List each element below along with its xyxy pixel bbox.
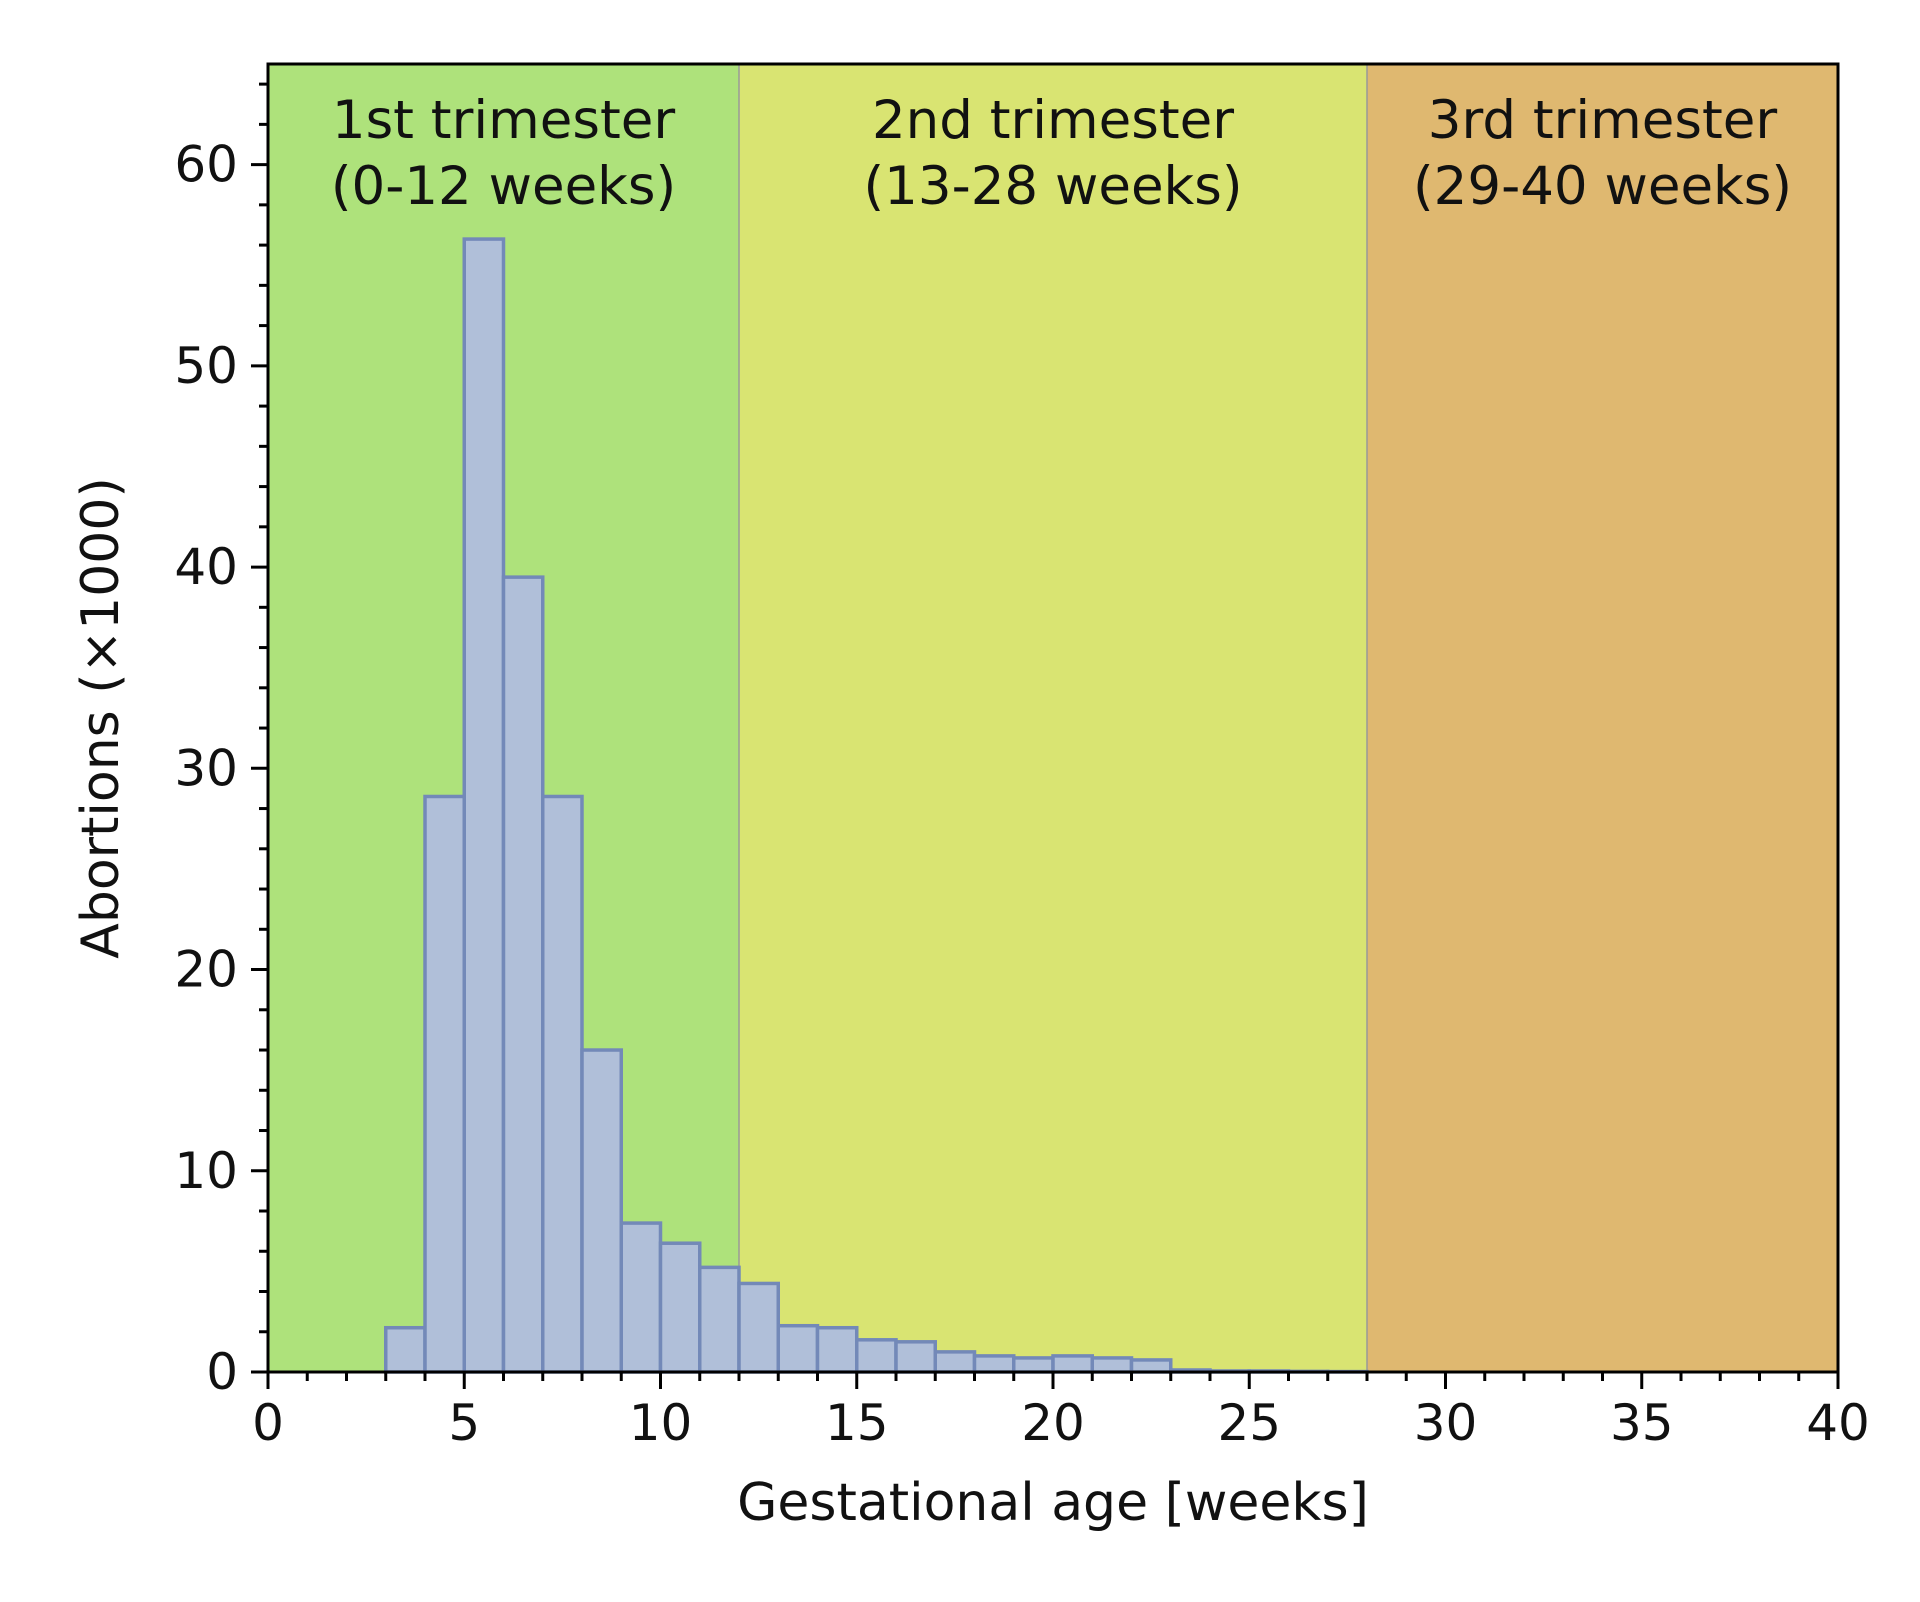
y-tick-label: 50: [174, 337, 238, 395]
x-tick-label: 30: [1414, 1394, 1478, 1452]
histogram-bar: [1051, 1354, 1094, 1374]
chart-labels: 0 5 10 15 20 25 30 35 40 0 10 20 30 40 50 60 Gestational…: [71, 90, 1870, 1533]
histogram-bar: [698, 1265, 741, 1374]
y-tick-label: 40: [174, 538, 238, 596]
histogram-bar: [619, 1221, 663, 1374]
histogram-bar: [501, 575, 545, 1374]
x-axis-label: Gestational age [weeks]: [737, 1473, 1369, 1533]
histogram-bar: [541, 794, 584, 1374]
histogram-bar: [1012, 1356, 1055, 1374]
histogram-bars: [384, 237, 1369, 1374]
x-tick-label: 10: [629, 1394, 693, 1452]
x-tick-label: 0: [252, 1394, 284, 1452]
histogram-bar: [580, 1048, 623, 1374]
histogram-bar: [855, 1338, 898, 1374]
histogram-bar: [384, 1325, 427, 1374]
y-axis-label: Abortions (×1000): [71, 477, 131, 958]
x-tick-label: 20: [1021, 1394, 1085, 1452]
histogram-bar: [933, 1350, 977, 1374]
histogram-bar: [972, 1354, 1016, 1374]
plot-frame: [266, 62, 1840, 1374]
histogram-bar: [894, 1340, 937, 1374]
region-3: [1367, 64, 1838, 1372]
x-tick-label: 5: [448, 1394, 480, 1452]
region-label: 3rd trimester: [1428, 90, 1778, 151]
region-label: 1st trimester: [332, 90, 675, 151]
histogram-bar: [1090, 1356, 1134, 1374]
histogram-bar: [423, 794, 466, 1374]
histogram-bar: [815, 1325, 859, 1374]
x-tick-label: 35: [1610, 1394, 1674, 1452]
histogram-bar: [1129, 1358, 1173, 1374]
region-2: [739, 64, 1367, 1372]
y-tick-label: 20: [174, 941, 238, 999]
y-tick-label: 30: [174, 739, 238, 797]
y-tick-label: 10: [174, 1142, 238, 1200]
y-tick-label: 60: [174, 136, 238, 194]
x-tick-label: 25: [1217, 1394, 1281, 1452]
histogram-bar: [737, 1281, 780, 1374]
x-tick-label: 15: [825, 1394, 889, 1452]
histogram-bar: [462, 237, 506, 1374]
y-tick-label: 0: [206, 1343, 238, 1401]
region-label: 2nd trimester: [872, 90, 1234, 151]
histogram-bar: [776, 1323, 820, 1374]
region-sublabel: (29-40 weeks): [1413, 156, 1792, 217]
region-sublabel: (13-28 weeks): [863, 156, 1242, 217]
histogram-bar: [658, 1241, 702, 1374]
x-tick-label: 40: [1806, 1394, 1870, 1452]
region-sublabel: (0-12 weeks): [331, 156, 676, 217]
